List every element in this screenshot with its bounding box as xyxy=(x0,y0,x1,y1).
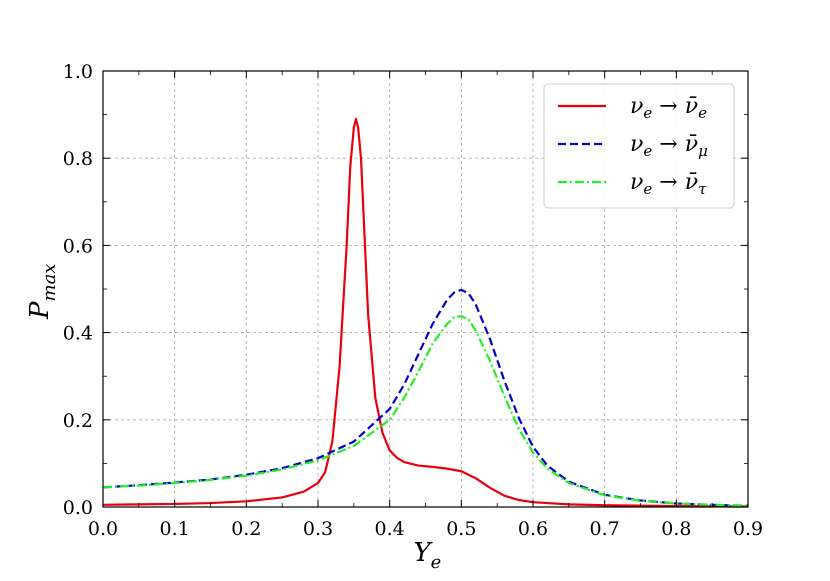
x-tick-label: 0.1 xyxy=(160,518,190,540)
legend-label-target: ν̄ xyxy=(685,94,698,119)
x-tick-label: 0.2 xyxy=(231,518,261,540)
y-axis-label-subscript: max xyxy=(39,264,60,302)
series-line-1 xyxy=(102,117,749,508)
legend-label-target-sub: e xyxy=(698,104,707,122)
x-tick-label: 0.6 xyxy=(518,518,548,540)
y-tick-label: 0.8 xyxy=(63,148,93,170)
legend-label-nu: ν xyxy=(630,170,643,195)
legend-label-target-sub: μ xyxy=(698,142,708,160)
legend-label-target: ν̄ xyxy=(685,170,698,195)
legend-label-arrow: → xyxy=(652,170,684,195)
x-tick-label: 0.7 xyxy=(590,518,620,540)
legend-label-arrow: → xyxy=(652,94,684,119)
y-tick-label: 0.6 xyxy=(63,235,93,257)
legend-label-sub: e xyxy=(643,142,652,160)
x-tick-label: 0.3 xyxy=(303,518,333,540)
x-tick-label: 0.8 xyxy=(661,518,691,540)
legend-label-2: νe → ν̄μ xyxy=(630,132,708,160)
x-tick-label: 0.4 xyxy=(375,518,405,540)
y-tick-label: 0.2 xyxy=(63,410,93,432)
legend-label-3: νe → ν̄τ xyxy=(630,170,707,198)
legend: νe → ν̄eνe → ν̄μνe → ν̄τ xyxy=(543,83,735,209)
legend-label-sub: e xyxy=(643,104,652,122)
legend-box xyxy=(543,83,735,209)
legend-label-target: ν̄ xyxy=(685,132,698,157)
series-line-3 xyxy=(102,314,749,507)
legend-label-arrow: → xyxy=(652,132,684,157)
y-tick-label: 1.0 xyxy=(63,61,93,83)
y-tick-label: 0.0 xyxy=(63,497,93,519)
legend-label-target-sub: τ xyxy=(698,180,707,198)
x-tick-label: 0.5 xyxy=(446,518,476,540)
legend-label-nu: ν xyxy=(630,94,643,119)
x-axis-label-subscript: e xyxy=(431,552,442,573)
legend-label-1: νe → ν̄e xyxy=(630,94,707,122)
legend-label-sub: e xyxy=(643,180,652,198)
x-tick-label: 0.9 xyxy=(733,518,763,540)
legend-label-nu: ν xyxy=(630,132,643,157)
x-tick-label: 0.0 xyxy=(88,518,118,540)
y-tick-label: 0.4 xyxy=(63,323,93,345)
series-lines xyxy=(102,117,749,508)
axes: 0.0 0.1 0.2 0.3 0.4 0.5 0.6 0.7 0.8 0.9 0.0 0.2 0.4 0… xyxy=(25,61,763,573)
